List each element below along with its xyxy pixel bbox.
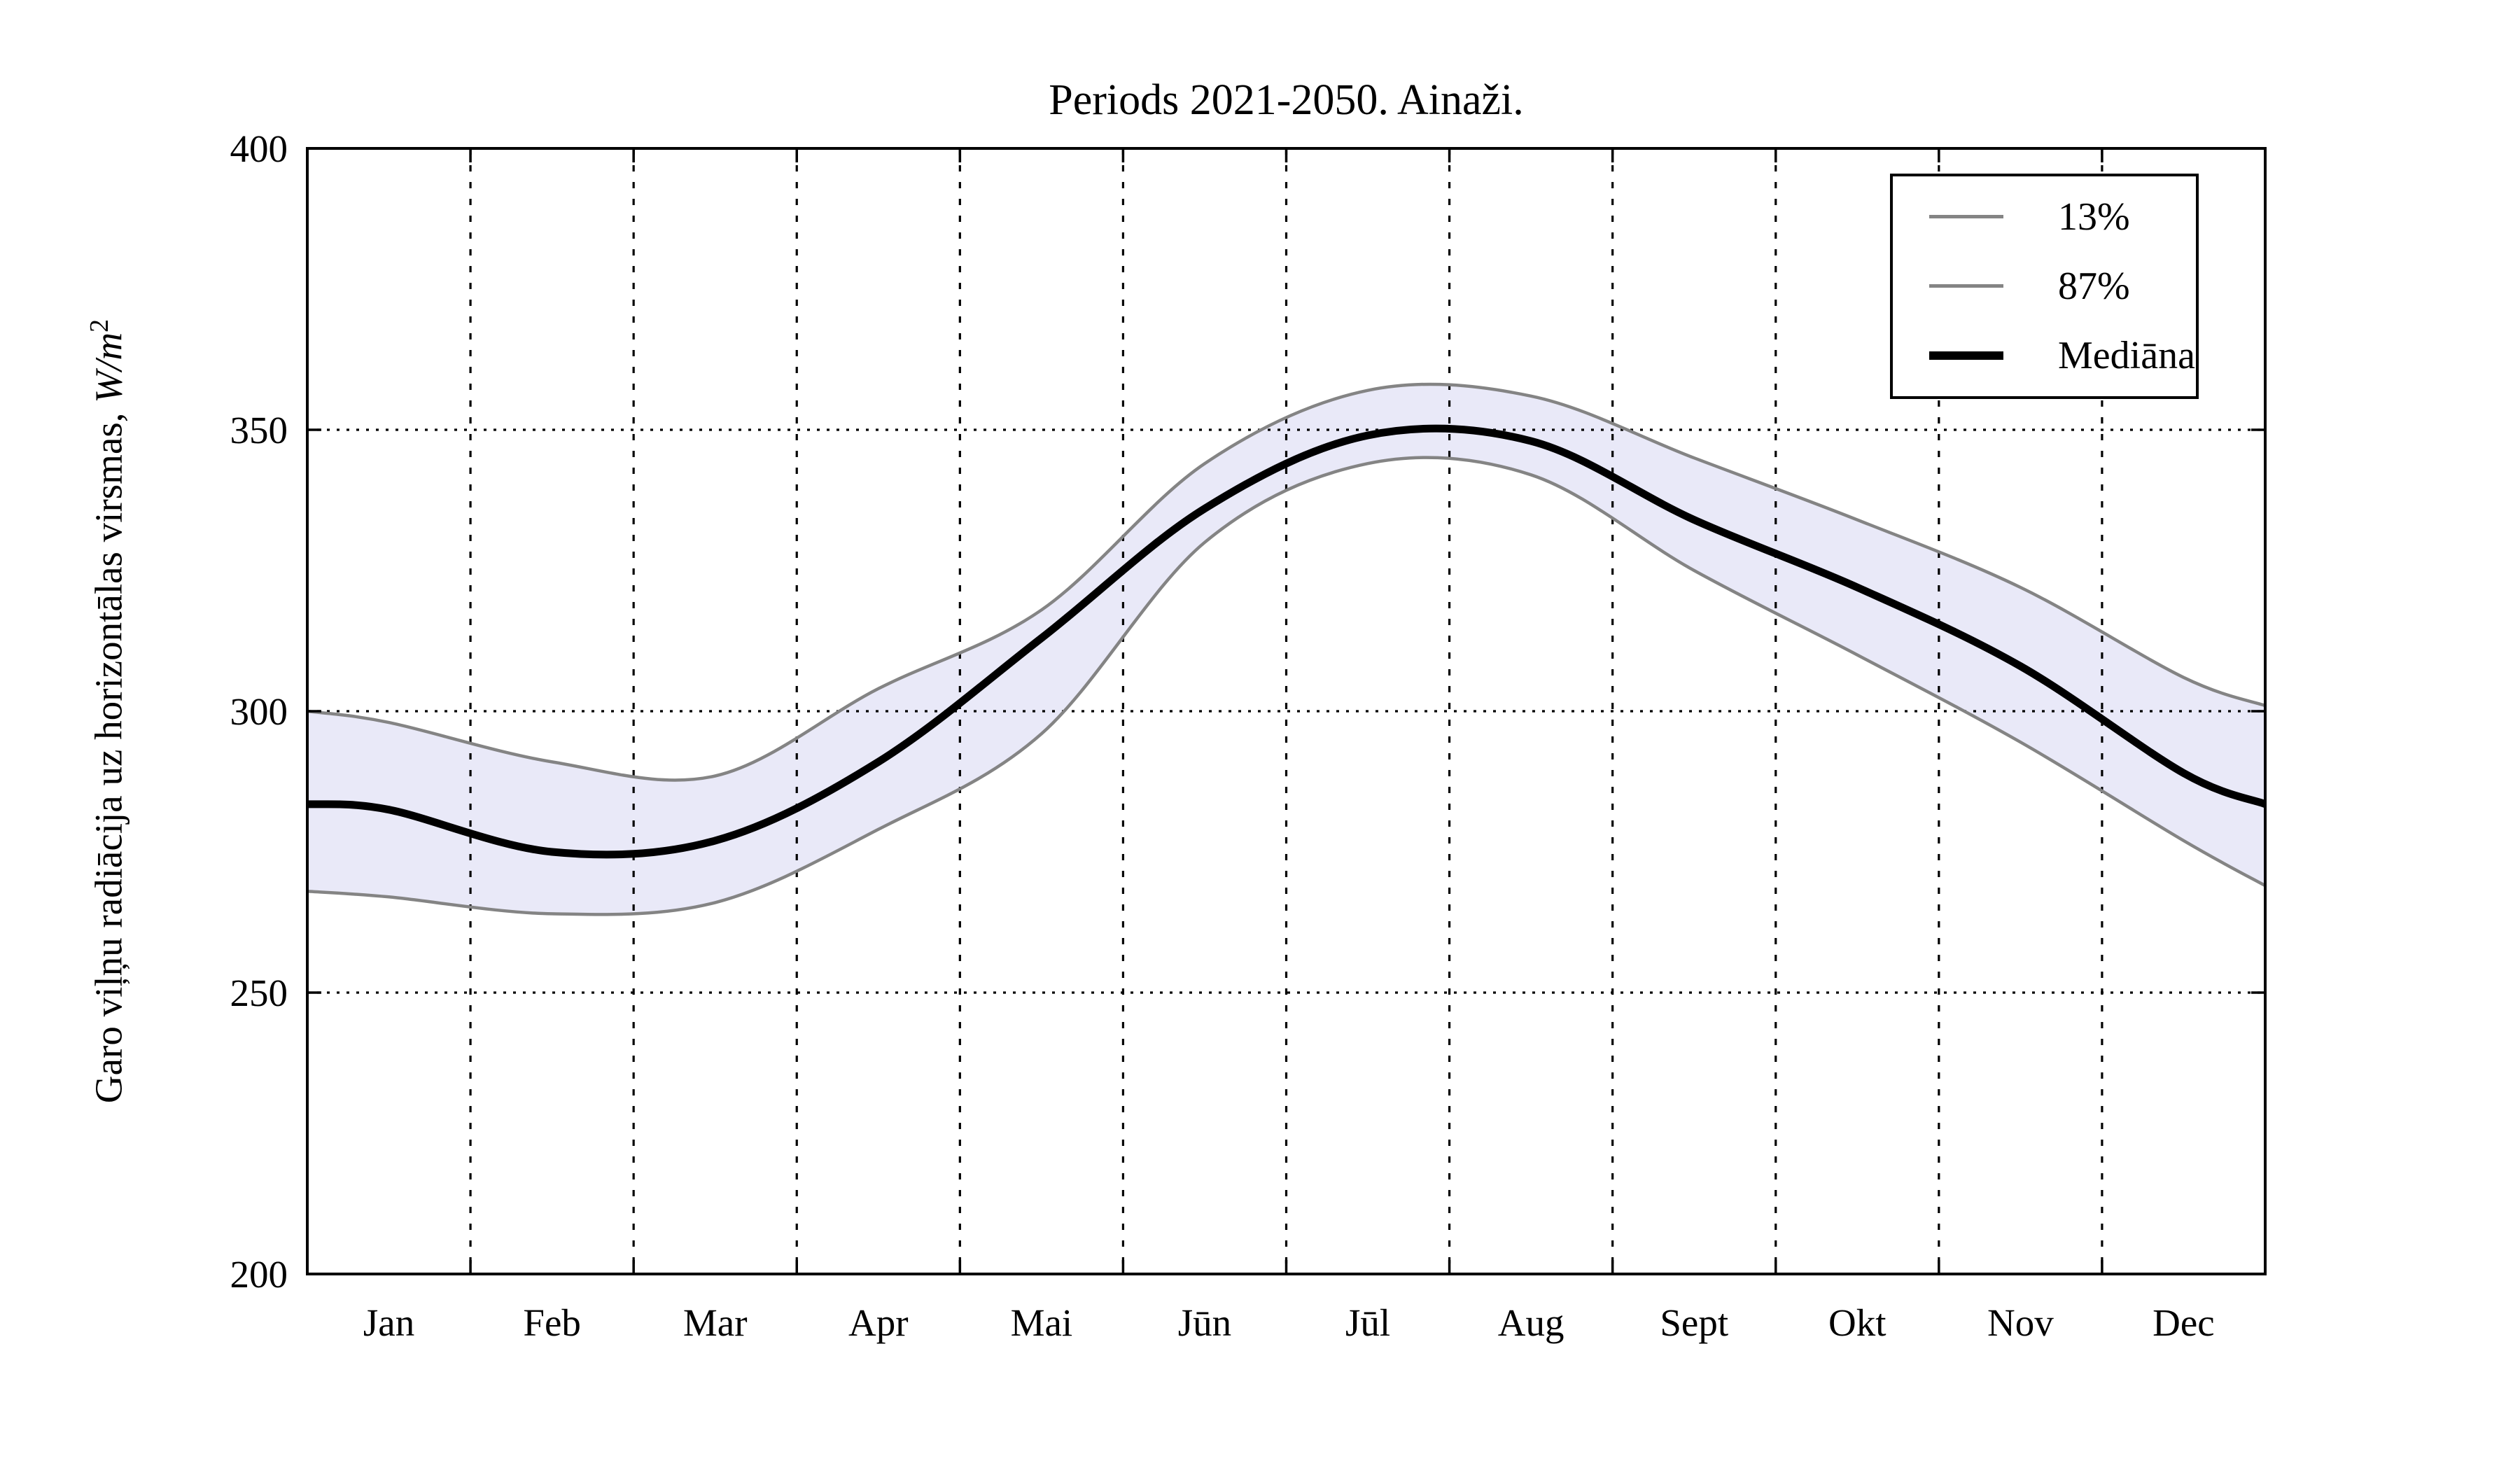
chart-title: Periods 2021-2050. Ainaži. [1049,76,1524,124]
percentile-band [307,384,2265,915]
y-tick-label: 300 [230,690,288,733]
x-tick-label: Jūn [1178,1301,1231,1344]
x-tick-label: Mar [683,1301,748,1344]
x-tick-label: Sept [1660,1301,1728,1344]
y-tick-label: 350 [230,409,288,451]
legend-item-87pct: 87% [1893,267,2196,306]
legend-label-87pct: 87% [2058,264,2130,308]
legend-label-13pct: 13% [2058,195,2130,239]
y-tick-label: 400 [230,127,288,170]
x-tick-label: Feb [523,1301,581,1344]
median-line-swatch-icon [1929,351,2003,360]
plot-area [307,148,2265,1274]
y-tick-label: 250 [230,972,288,1014]
x-tick-label: Apr [848,1301,909,1344]
median-line [307,424,2265,859]
y-axis-label: Garo viļņu radiācija uz horizontālas vir… [84,102,137,1320]
percentile-13-line-swatch-icon [1929,215,2003,219]
x-tick-label: Mai [1011,1301,1073,1344]
legend: 13% 87% Mediāna [1890,174,2199,399]
percentile-13-line [307,456,2265,916]
x-tick-label: Dec [2152,1301,2215,1344]
x-tick-label: Aug [1498,1301,1564,1344]
legend-item-13pct: 13% [1893,197,2196,237]
x-tick-label: Jan [363,1301,414,1344]
y-tick-label: 200 [230,1253,288,1296]
x-tick-label: Nov [1987,1301,2054,1344]
percentile-87-line-swatch-icon [1929,284,2003,288]
y-axis-label-exponent: 2 [85,318,114,332]
percentile-87-line [307,382,2265,782]
legend-label-mediana: Mediāna [2058,334,2195,378]
y-axis-label-unit: W/m [87,332,130,403]
y-axis-label-text: Garo viļņu radiācija uz horizontālas vir… [87,402,130,1104]
x-tick-label: Jūl [1345,1301,1390,1344]
x-tick-label: Okt [1828,1301,1886,1344]
legend-item-mediana: Mediāna [1893,336,2196,375]
